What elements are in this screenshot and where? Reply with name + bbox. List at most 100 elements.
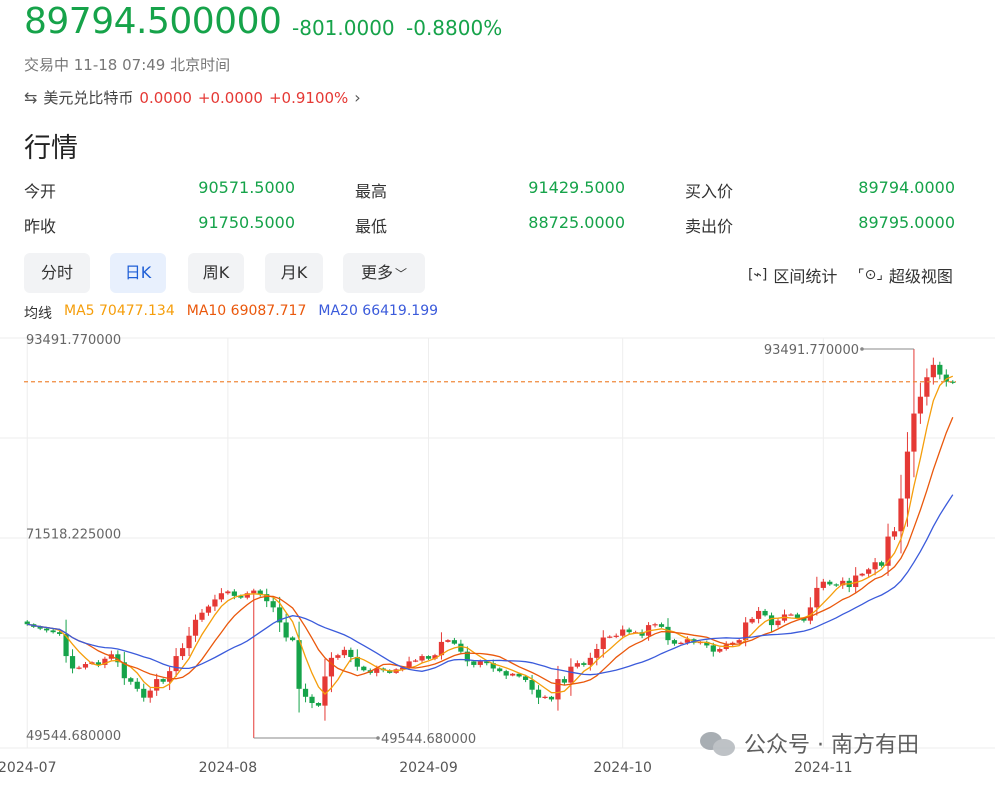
stat-label-open: 今开 xyxy=(24,182,57,201)
candle-body xyxy=(205,606,212,613)
ma5-value: MA5 70477.134 xyxy=(64,303,175,319)
candle-body xyxy=(581,663,587,665)
candle-body xyxy=(167,671,173,682)
candle-body xyxy=(438,641,445,656)
bracket-chart-icon: [⌁] xyxy=(748,267,768,283)
candle-body xyxy=(225,591,231,594)
tab-more[interactable]: 更多 ﹀ xyxy=(343,253,425,293)
tab-daily-k[interactable]: 日K xyxy=(110,253,166,293)
candle-body xyxy=(626,629,632,633)
candle-body xyxy=(289,637,296,641)
candle-body xyxy=(309,696,315,703)
candle-body xyxy=(529,679,535,690)
x-axis-label: 2024-09 xyxy=(399,760,458,776)
candle-body xyxy=(516,673,522,677)
candle-body xyxy=(283,622,289,638)
candle-body xyxy=(484,661,490,664)
candle-body xyxy=(322,676,328,706)
candle-body xyxy=(238,595,244,598)
tab-monthly-k[interactable]: 月K xyxy=(265,253,323,293)
candle-body xyxy=(76,667,82,669)
candle-body xyxy=(218,593,225,600)
candle-body xyxy=(717,648,723,652)
ma10-line xyxy=(27,417,954,686)
candle-body xyxy=(743,622,749,641)
candle-body xyxy=(620,629,626,636)
candle-body xyxy=(212,599,218,607)
candle-body xyxy=(885,536,891,566)
candle-body xyxy=(231,591,237,596)
candle-body xyxy=(950,381,956,383)
candle-body xyxy=(264,594,270,602)
candle-body xyxy=(755,610,762,619)
candle-body xyxy=(277,607,283,623)
y-axis-label: 49544.680000 xyxy=(26,729,121,744)
chevron-down-icon: ﹀ xyxy=(395,267,408,281)
min-marker-dot xyxy=(376,736,380,740)
stat-value-ask: 89795.0000 xyxy=(858,213,955,232)
conversion-price: 0.0000 xyxy=(139,88,192,107)
candle-body xyxy=(522,676,529,680)
candle-body xyxy=(853,575,859,588)
candle-body xyxy=(652,624,658,626)
candle-body xyxy=(451,640,458,644)
candle-body xyxy=(270,601,276,608)
candle-body xyxy=(600,637,606,649)
conversion-change-percent: +0.9100% xyxy=(268,88,349,107)
x-axis-label: 2024-10 xyxy=(593,760,652,776)
ma-label: 均线 xyxy=(24,306,52,322)
stat-value-low: 88725.0000 xyxy=(528,213,625,232)
candle-body xyxy=(315,702,322,706)
interval-stats-button[interactable]: [⌁] 区间统计 xyxy=(748,263,837,287)
candle-body xyxy=(548,696,555,700)
candle-body xyxy=(186,635,192,649)
tab-weekly-k[interactable]: 周K xyxy=(188,253,244,293)
candle-body xyxy=(63,633,69,657)
candle-body xyxy=(794,614,801,619)
candle-body xyxy=(374,668,380,673)
x-axis-label: 2024-08 xyxy=(199,760,258,776)
stat-value-prev-close: 91750.5000 xyxy=(198,213,295,232)
tab-intraday[interactable]: 分时 xyxy=(24,253,90,293)
candle-body xyxy=(613,635,619,637)
candle-body xyxy=(555,679,561,700)
stat-label-ask: 卖出价 xyxy=(685,217,734,236)
candle-body xyxy=(587,657,593,665)
ma-legend: 均线 MA5 70477.134 MA10 69087.717 MA20 664… xyxy=(24,303,438,323)
super-view-label: 超级视图 xyxy=(888,267,953,286)
candle-body xyxy=(458,643,464,652)
candle-body xyxy=(141,688,147,698)
candle-body xyxy=(937,364,943,375)
candle-body xyxy=(147,690,153,698)
conversion-link[interactable]: ⇆ 美元兑比特币 0.0000 +0.0000 +0.9100% › xyxy=(24,87,361,108)
candle-body xyxy=(199,612,205,620)
candle-body xyxy=(154,679,160,691)
candle-body xyxy=(807,607,813,621)
candle-body xyxy=(704,641,710,646)
candle-body xyxy=(50,630,56,633)
candle-body xyxy=(173,656,179,672)
candle-body xyxy=(503,671,509,676)
stat-value-open: 90571.5000 xyxy=(198,178,295,197)
candle-body xyxy=(917,396,924,414)
chevron-right-icon: › xyxy=(354,88,361,107)
max-marker-dot xyxy=(860,347,864,351)
stat-label-bid: 买入价 xyxy=(685,182,734,201)
ma20-line xyxy=(27,494,954,676)
candle-body xyxy=(749,618,755,623)
candle-body xyxy=(24,621,30,625)
x-axis-label: 2024-11 xyxy=(794,760,853,776)
candle-body xyxy=(788,614,794,616)
super-view-button[interactable]: ⌜⊙⌟ 超级视图 xyxy=(858,263,953,287)
stat-value-bid: 89794.0000 xyxy=(858,178,955,197)
kline-chart[interactable]: 93491.770000 71518.225000 49544.680000 2024… xyxy=(0,330,1005,785)
conversion-change: +0.0000 xyxy=(197,88,263,107)
candle-body xyxy=(341,649,347,656)
candle-body xyxy=(296,640,302,689)
stat-label-low: 最低 xyxy=(355,217,388,236)
candle-body xyxy=(477,661,483,665)
candle-body xyxy=(179,648,186,657)
candle-body xyxy=(872,562,878,570)
price-change-percent: -0.8800% xyxy=(406,16,503,40)
candle-body xyxy=(464,651,470,662)
